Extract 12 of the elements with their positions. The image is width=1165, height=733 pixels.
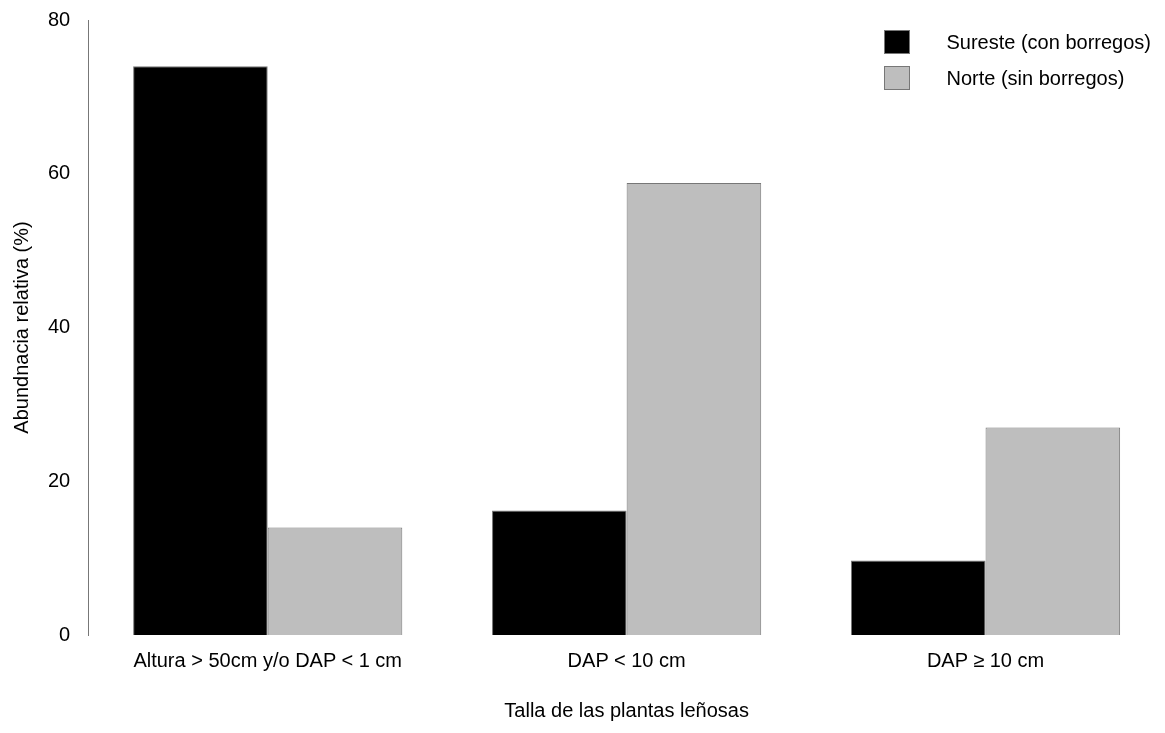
y-axis-title: Abundnacia relativa (%): [9, 221, 32, 434]
x-axis-title: Talla de las plantas leñosas: [504, 698, 749, 721]
y-tick-label: 60: [48, 161, 71, 184]
x-tick-label: DAP ≥ 10 cm: [926, 648, 1045, 671]
x-tick-label: Altura > 50cm y/o DAP < 1 cm: [133, 648, 403, 671]
y-tick-label: 40: [48, 315, 71, 338]
legend-label: Norte (sin borregos): [946, 66, 1125, 90]
legend-label: Sureste (con borregos): [946, 30, 1151, 54]
y-tick-label: 80: [48, 7, 71, 30]
y-tick-label: 20: [48, 468, 71, 491]
x-tick-label: DAP < 10 cm: [567, 648, 686, 671]
y-tick-label: 0: [59, 622, 71, 645]
